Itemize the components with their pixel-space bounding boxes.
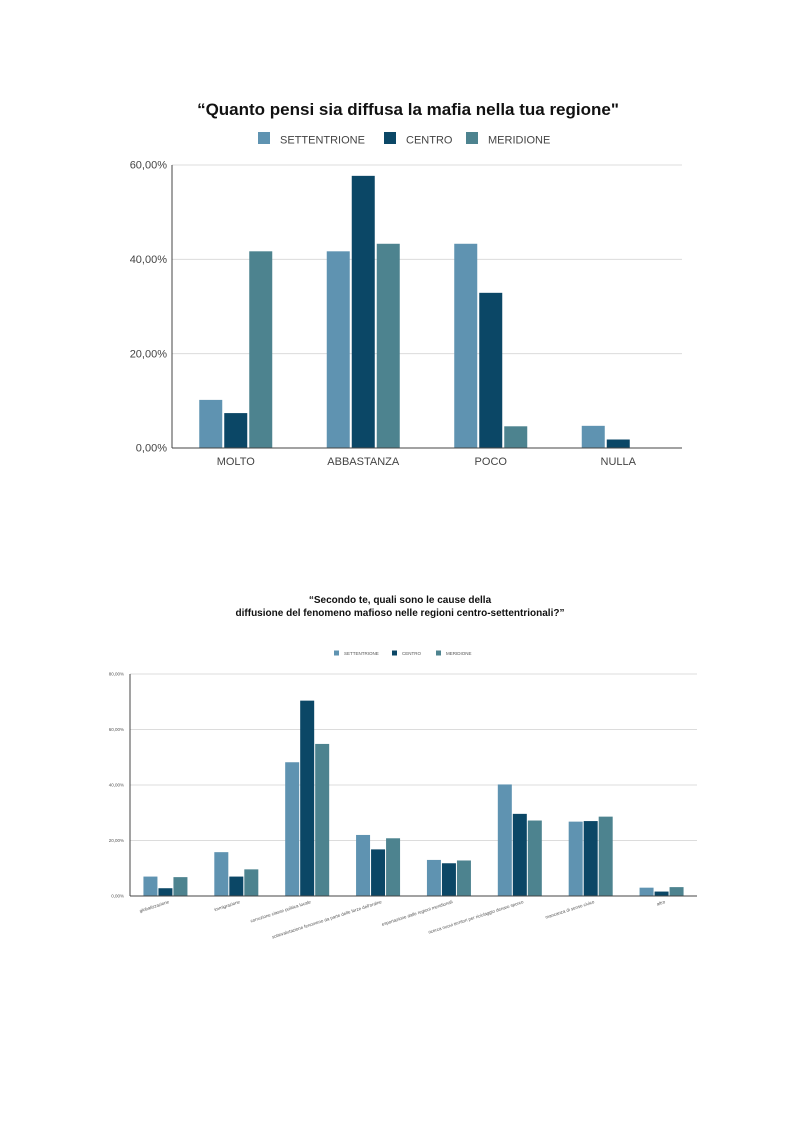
legend-swatch	[334, 650, 339, 656]
y-tick-label: 20,00%	[130, 348, 168, 360]
bar-centro-0	[224, 413, 248, 448]
x-category-label: sottovalutazione fenomeno da parte delle…	[271, 899, 383, 940]
y-tick-label: 0,00%	[111, 894, 124, 899]
x-category-label: mancanza di senso civico	[545, 899, 596, 920]
x-category-label: esportazione dalle regioni meridionali	[381, 899, 453, 927]
bar-meridione-5	[527, 820, 542, 896]
legend-label: SETTENTRIONE	[344, 651, 379, 656]
bar-settentrione-5	[497, 784, 512, 896]
bar-settentrione-0	[143, 876, 158, 896]
y-tick-label: 80,00%	[109, 672, 124, 677]
chart-title-line: “Secondo te, quali sono le cause della	[309, 595, 492, 606]
bar-meridione-7	[669, 887, 684, 896]
bar-meridione-2	[504, 426, 528, 448]
bar-meridione-0	[249, 251, 273, 448]
bar-settentrione-2	[454, 243, 478, 448]
bar-centro-3	[371, 849, 386, 896]
y-tick-label: 20,00%	[109, 838, 124, 843]
x-category-label: ABBASTANZA	[327, 456, 400, 468]
bar-settentrione-3	[356, 834, 371, 896]
chart-diffusione-mafia: “Quanto pensi sia diffusa la mafia nella…	[130, 100, 682, 468]
x-category-label: NULLA	[601, 456, 637, 468]
y-tick-label: 60,00%	[130, 160, 168, 172]
bar-centro-1	[351, 175, 375, 448]
legend-swatch	[466, 132, 478, 144]
bar-meridione-3	[386, 838, 401, 896]
legend-label: MERIDIONE	[446, 651, 472, 656]
legend-swatch	[258, 132, 270, 144]
bar-centro-5	[512, 813, 527, 896]
bar-settentrione-2	[285, 762, 300, 896]
legend-swatch	[436, 650, 441, 656]
legend-label: SETTENTRIONE	[280, 135, 365, 147]
bar-meridione-6	[598, 816, 613, 896]
y-tick-label: 0,00%	[136, 443, 167, 455]
chart-cause-diffusione: “Secondo te, quali sono le cause della di…	[109, 595, 697, 940]
legend-swatch	[392, 650, 397, 656]
bar-centro-2	[479, 292, 503, 448]
y-tick-label: 40,00%	[130, 254, 168, 266]
bar-settentrione-1	[326, 251, 350, 448]
bar-centro-4	[441, 863, 456, 896]
bar-meridione-0	[173, 877, 188, 896]
legend-label: CENTRO	[406, 135, 453, 147]
bar-centro-7	[654, 891, 669, 896]
bar-settentrione-7	[639, 887, 654, 896]
bar-centro-2	[300, 700, 315, 896]
bar-centro-3	[606, 439, 630, 448]
x-category-label: POCO	[475, 456, 508, 468]
bar-settentrione-6	[568, 821, 583, 896]
bar-centro-0	[158, 888, 173, 896]
legend-swatch	[384, 132, 396, 144]
legend-label: CENTRO	[402, 651, 421, 656]
bar-meridione-1	[376, 243, 400, 448]
y-tick-label: 60,00%	[109, 727, 124, 732]
bar-settentrione-0	[199, 399, 223, 448]
x-category-label: corruzione classe politica locale	[250, 899, 312, 923]
bar-settentrione-3	[581, 425, 605, 448]
x-category-label: globalizzazione	[139, 899, 170, 913]
bar-meridione-4	[456, 860, 471, 896]
x-category-label: MOLTO	[217, 456, 256, 468]
y-tick-label: 40,00%	[109, 783, 124, 788]
chart-title-line: diffusione del fenomeno mafioso nelle re…	[236, 608, 565, 619]
bar-centro-6	[583, 821, 598, 896]
bar-meridione-1	[244, 869, 259, 896]
x-category-label: immigrazione	[214, 899, 241, 912]
bar-settentrione-4	[426, 859, 441, 896]
x-category-label: altro	[656, 899, 666, 907]
bar-settentrione-1	[214, 852, 229, 896]
bar-centro-1	[229, 876, 244, 896]
chart-title: “Quanto pensi sia diffusa la mafia nella…	[197, 100, 619, 119]
legend-label: MERIDIONE	[488, 135, 550, 147]
bar-meridione-2	[315, 743, 330, 896]
